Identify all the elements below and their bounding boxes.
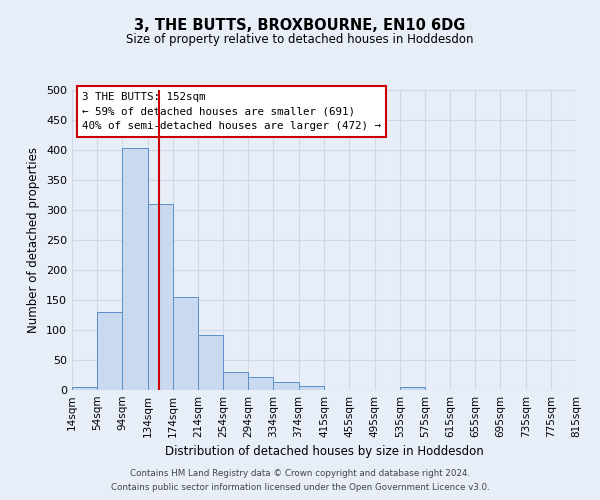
Bar [72, 387, 97, 390]
Text: Size of property relative to detached houses in Hoddesdon: Size of property relative to detached ho… [126, 32, 474, 46]
Bar [299, 386, 325, 390]
Text: Contains HM Land Registry data © Crown copyright and database right 2024.: Contains HM Land Registry data © Crown c… [130, 468, 470, 477]
X-axis label: Distribution of detached houses by size in Hoddesdon: Distribution of detached houses by size … [164, 446, 484, 458]
Text: 3, THE BUTTS, BROXBOURNE, EN10 6DG: 3, THE BUTTS, BROXBOURNE, EN10 6DG [134, 18, 466, 32]
Bar [97, 312, 122, 390]
Text: 3 THE BUTTS: 152sqm
← 59% of detached houses are smaller (691)
40% of semi-detac: 3 THE BUTTS: 152sqm ← 59% of detached ho… [82, 92, 381, 131]
Bar [400, 387, 425, 390]
Bar [122, 148, 148, 390]
Bar [198, 335, 223, 390]
Bar [274, 382, 299, 390]
Bar [223, 372, 248, 390]
Y-axis label: Number of detached properties: Number of detached properties [28, 147, 40, 333]
Bar [248, 377, 274, 390]
Bar [173, 297, 198, 390]
Bar [148, 204, 173, 390]
Text: Contains public sector information licensed under the Open Government Licence v3: Contains public sector information licen… [110, 484, 490, 492]
